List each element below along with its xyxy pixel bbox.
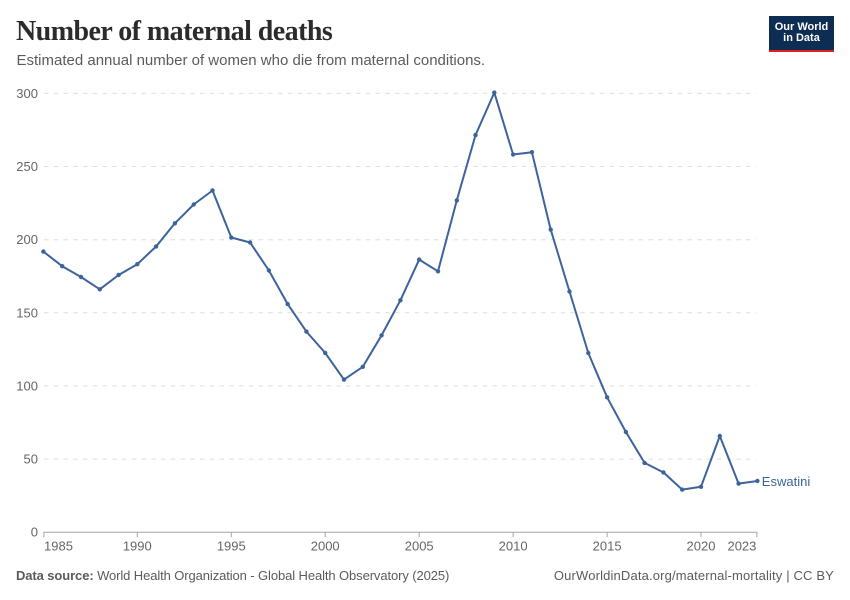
svg-text:150: 150 <box>16 305 38 320</box>
svg-text:2010: 2010 <box>499 539 528 554</box>
svg-text:50: 50 <box>24 452 38 467</box>
svg-text:1995: 1995 <box>217 539 246 554</box>
svg-text:100: 100 <box>16 378 38 393</box>
svg-text:2020: 2020 <box>687 539 716 554</box>
svg-text:2015: 2015 <box>593 539 622 554</box>
svg-text:0: 0 <box>31 525 38 540</box>
svg-text:200: 200 <box>16 232 38 247</box>
svg-text:300: 300 <box>16 86 38 101</box>
svg-text:2005: 2005 <box>405 539 434 554</box>
svg-text:2000: 2000 <box>311 539 340 554</box>
svg-text:250: 250 <box>16 159 38 174</box>
svg-text:1990: 1990 <box>123 539 152 554</box>
svg-text:1985: 1985 <box>44 539 73 554</box>
svg-text:Eswatini: Eswatini <box>762 474 811 489</box>
svg-text:2023: 2023 <box>727 539 756 554</box>
